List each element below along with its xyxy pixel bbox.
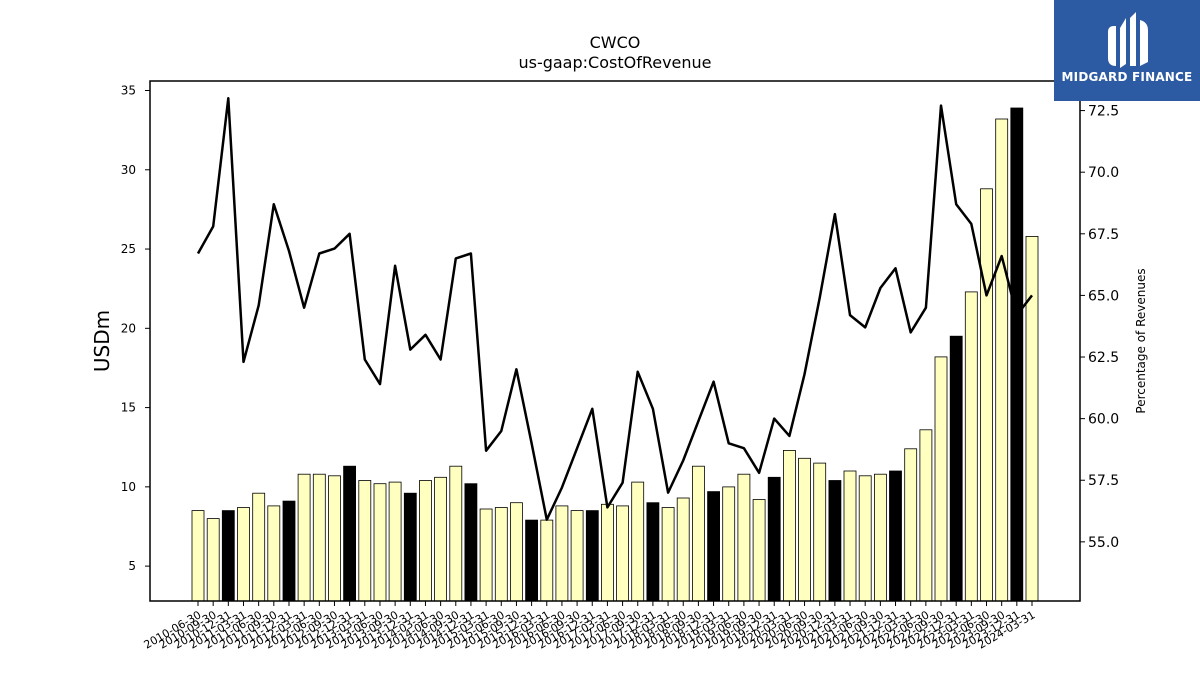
bar-2016-12-31 (585, 510, 599, 602)
bar-2013-03-31 (358, 480, 372, 602)
bar-2023-09-30 (995, 118, 1009, 602)
bar-2022-12-31 (949, 335, 963, 602)
bar-2018-09-30 (692, 465, 705, 602)
y2-tick-label: 60.0 (1088, 412, 1119, 428)
y2-tick-label: 65.0 (1088, 288, 1119, 304)
y-axis-right-ticks: 55.0 57.5 60.0 62.5 65.0 67.5 70.0 72.5 (1080, 104, 1119, 551)
bar-2010-12-31 (221, 510, 235, 602)
plot-frame (149, 80, 1081, 602)
y-tick-label: 35 (121, 84, 136, 98)
bar-2012-03-31 (297, 473, 311, 602)
bar-2021-09-30 (874, 473, 887, 602)
bar-2016-06-30 (555, 505, 569, 602)
y-tick-label: 25 (121, 242, 136, 256)
y2-axis-label: Percentage of Revenues (1134, 268, 1148, 413)
y2-tick-label: 62.5 (1088, 350, 1119, 366)
bar-2015-03-31 (479, 508, 493, 602)
bar-2020-03-31 (783, 449, 796, 602)
bar-2019-03-31 (722, 486, 736, 602)
bar-2021-06-30 (858, 475, 872, 602)
bar-2018-12-31 (707, 491, 720, 602)
bar-2023-06-30 (980, 188, 993, 602)
bar-2022-06-30 (919, 429, 933, 602)
bar-2019-09-30 (752, 499, 766, 602)
bar-2010-06-30 (191, 510, 205, 602)
bar-series (191, 107, 1039, 602)
bar-2014-03-31 (419, 480, 432, 602)
bar-2015-09-30 (509, 502, 523, 602)
brand-name: MIDGARD FINANCE (1061, 70, 1193, 84)
bar-2022-09-30 (934, 356, 948, 602)
bar-2018-03-31 (661, 507, 675, 602)
bar-2017-06-30 (616, 505, 629, 602)
x-axis-ticks: 2010-06-302010-09-302010-12-312011-03-31… (142, 601, 1038, 652)
bar-2011-03-31 (237, 507, 250, 602)
bar-2014-12-31 (464, 483, 478, 602)
bar-2011-09-30 (267, 505, 281, 602)
y2-tick-label: 55.0 (1088, 535, 1119, 551)
y-tick-label: 30 (121, 163, 136, 177)
bar-2020-06-30 (798, 457, 811, 602)
chart-title: CWCO (590, 33, 641, 52)
bar-2013-06-30 (373, 483, 387, 602)
bar-2017-12-31 (646, 502, 660, 602)
bar-2020-09-30 (813, 462, 827, 602)
bar-2014-06-30 (434, 476, 448, 602)
bar-2023-12-31 (1010, 107, 1024, 602)
bar-2012-06-30 (312, 473, 326, 602)
midgard-logo-icon (1108, 12, 1148, 68)
y-tick-label: 5 (128, 559, 136, 573)
bar-2012-09-30 (328, 475, 341, 602)
bar-2010-09-30 (206, 518, 220, 602)
bar-2012-12-31 (343, 465, 357, 602)
y2-tick-label: 67.5 (1088, 227, 1119, 243)
bar-2017-09-30 (631, 481, 645, 602)
bar-2024-03-31 (1025, 235, 1039, 602)
y-tick-label: 15 (121, 401, 136, 415)
y2-tick-label: 70.0 (1088, 165, 1119, 181)
y-axis-label: USDm (90, 310, 114, 372)
bar-2015-12-31 (525, 519, 538, 602)
bar-2021-12-31 (889, 470, 902, 602)
bar-2011-06-30 (252, 492, 266, 602)
bar-2015-06-30 (494, 507, 508, 602)
y-tick-label: 20 (121, 321, 136, 335)
bar-2019-06-30 (737, 473, 751, 602)
brand-logo: MIDGARD FINANCE (1054, 0, 1200, 101)
bar-2013-09-30 (388, 481, 402, 602)
chart-subtitle: us-gaap:CostOfRevenue (518, 53, 711, 72)
y-axis-left-ticks: 5 10 15 20 25 30 35 (121, 84, 150, 573)
y2-tick-label: 72.5 (1088, 104, 1119, 120)
bar-2016-03-31 (540, 519, 554, 602)
bar-2016-09-30 (570, 510, 584, 602)
bar-2023-03-31 (964, 291, 978, 602)
percentage-line (196, 97, 1033, 521)
y2-tick-label: 57.5 (1088, 473, 1119, 489)
bar-2013-12-31 (403, 492, 417, 602)
y-tick-label: 10 (121, 480, 136, 494)
bar-2022-03-31 (904, 448, 918, 602)
bar-2014-09-30 (449, 465, 463, 602)
bar-2020-12-31 (828, 480, 842, 602)
bar-2011-12-31 (282, 500, 296, 602)
bar-2017-03-31 (601, 503, 614, 602)
bar-2018-06-30 (676, 497, 690, 602)
bar-2019-12-31 (767, 476, 781, 602)
bar-2021-03-31 (843, 470, 857, 602)
